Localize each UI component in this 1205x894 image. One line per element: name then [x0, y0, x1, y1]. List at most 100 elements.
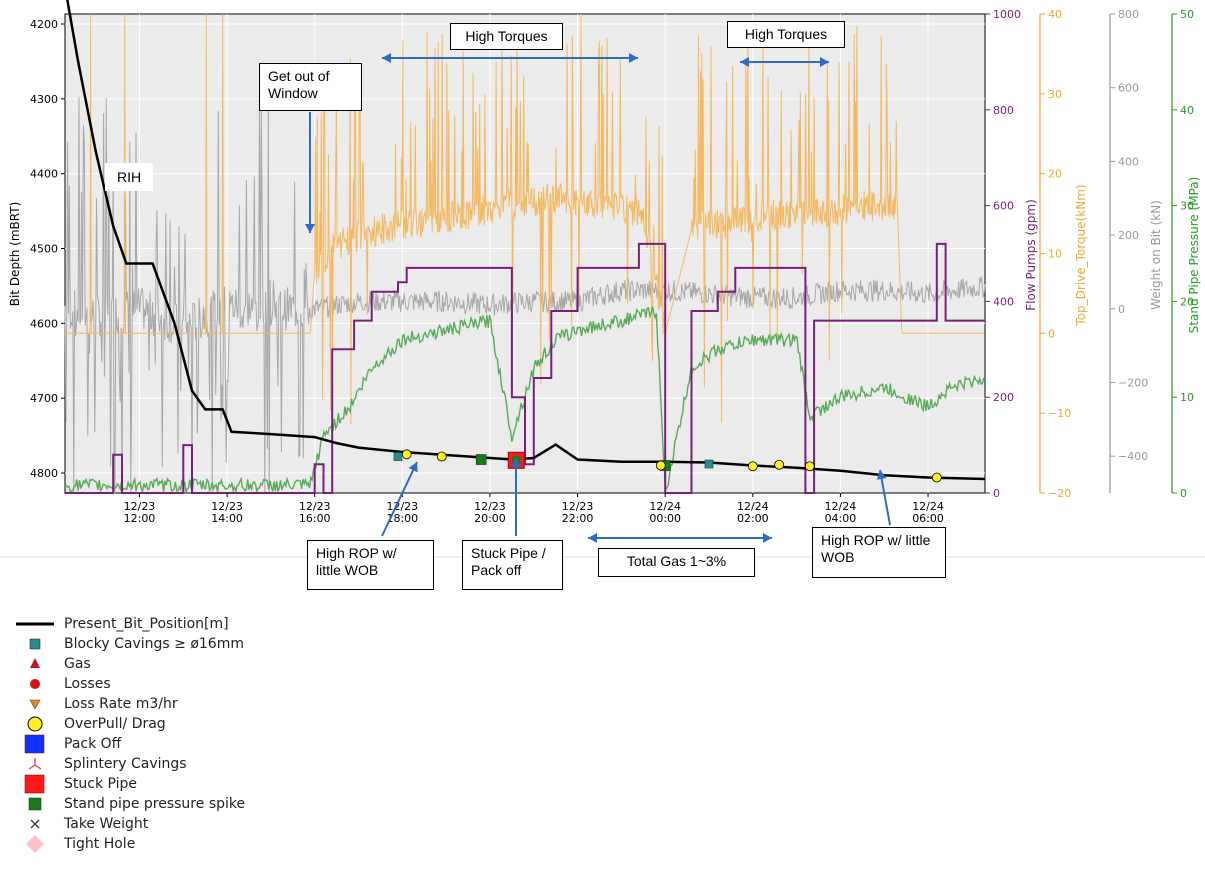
- spp-axis-tick-label: 0: [1180, 487, 1187, 500]
- wob-axis-tick-label: −200: [1118, 376, 1148, 389]
- legend-symbol: [16, 622, 54, 626]
- x-tick-label: 18:00: [386, 512, 418, 525]
- marker-overpull: [774, 459, 784, 470]
- legend-label: Loss Rate m3/hr: [64, 696, 178, 712]
- torque-axis-label: Top_Drive_Torque(kNm): [1074, 184, 1088, 326]
- flow-axis-tick-label: 800: [993, 104, 1014, 117]
- wob-axis-tick-label: −400: [1118, 450, 1148, 463]
- torque-axis-tick-label: 20: [1048, 168, 1062, 181]
- legend-symbol: [30, 679, 40, 689]
- arrow-rop-2-head: [876, 470, 887, 480]
- y-tick-label: 4300: [30, 93, 58, 106]
- annotation-high-torques-1: High Torques: [450, 23, 563, 50]
- annotation-rih: RIH: [105, 163, 154, 191]
- arrow-stuck-head: [511, 458, 521, 467]
- legend-item: Take Weight: [14, 814, 245, 834]
- legend-symbol: [29, 699, 41, 710]
- legend-label: Losses: [64, 676, 111, 692]
- marker-overpull: [401, 449, 412, 460]
- y-tick-label: 4500: [30, 243, 58, 256]
- y-axis-label-bit-depth: Bit Depth (mBRT): [8, 202, 22, 307]
- x-tick-label: 16:00: [299, 512, 331, 525]
- annotation-rop-1: High ROP w/ little WOB: [307, 540, 434, 590]
- legend-symbol: [29, 638, 41, 650]
- torque-axis-tick-label: 0: [1048, 327, 1055, 340]
- x-tick-label: 12/24: [649, 500, 681, 513]
- legend-item: Gas: [14, 654, 245, 674]
- annotation-high-torques-2: High Torques: [727, 21, 845, 48]
- wob-axis-tick-label: 200: [1118, 229, 1139, 242]
- arrow-high-torques-1-head: [382, 53, 391, 63]
- wob-axis-tick-label: 0: [1118, 303, 1125, 316]
- torque-axis-tick-label: −10: [1048, 407, 1071, 420]
- y-tick-label: 4200: [30, 18, 58, 31]
- x-tick-label: 12:00: [124, 512, 156, 525]
- legend-label: Stuck Pipe: [64, 776, 138, 792]
- legend-label: Pack Off: [64, 736, 122, 752]
- spp-axis-label: Stand Pipe Pressure (MPa): [1187, 177, 1201, 334]
- legend-symbol: [30, 819, 40, 829]
- spp-axis-tick-label: 20: [1180, 295, 1194, 308]
- wob-axis-tick-label: 600: [1118, 82, 1139, 95]
- flow-axis-tick-label: 0: [993, 487, 1000, 500]
- x-tick-label: 02:00: [737, 512, 769, 525]
- x-tick-label: 14:00: [211, 512, 243, 525]
- legend-label: Stand pipe pressure spike: [64, 796, 246, 812]
- wob-axis-label: Weight on Bit (kN): [1149, 200, 1163, 310]
- legend-symbol: [28, 797, 42, 811]
- arrow-gas-head: [588, 533, 597, 543]
- torque-axis-tick-label: 30: [1048, 88, 1062, 101]
- legend-label: OverPull/ Drag: [64, 716, 166, 732]
- marker-spp-spike: [475, 454, 487, 465]
- torque-axis-tick-label: 10: [1048, 248, 1062, 261]
- marker-overpull: [747, 461, 758, 472]
- spp-axis-tick-label: 30: [1180, 200, 1194, 213]
- legend: Present_Bit_Position[m] Blocky Cavings ≥ …: [14, 614, 245, 854]
- wob-axis-tick-label: 400: [1118, 155, 1139, 168]
- y-tick-label: 4600: [30, 317, 58, 330]
- legend-label: Blocky Cavings ≥ ø16mm: [64, 636, 244, 652]
- arrow-rop-1-head: [408, 462, 418, 473]
- flow-axis-tick-label: 600: [993, 200, 1014, 213]
- x-tick-label: 12/24: [737, 500, 769, 513]
- arrow-window-head: [305, 224, 315, 233]
- series-weight-on-bit: [64, 88, 986, 494]
- arrow-gas-head: [763, 533, 772, 543]
- legend-symbol: [24, 734, 45, 754]
- legend-item: Present_Bit_Position[m]: [14, 614, 245, 634]
- arrow-rop-2: [879, 469, 891, 526]
- x-tick-label: 04:00: [825, 512, 857, 525]
- legend-label: Present_Bit_Position[m]: [64, 616, 229, 632]
- legend-item: OverPull/ Drag: [14, 714, 245, 734]
- legend-item: Losses: [14, 674, 245, 694]
- marker-overpull: [931, 472, 942, 483]
- arrow-rop-1: [381, 461, 418, 537]
- annotation-window: Get out of Window: [259, 63, 362, 111]
- series-top-drive-torque: [65, 13, 985, 425]
- x-tick-label: 00:00: [649, 512, 681, 525]
- legend-symbol: [26, 835, 44, 853]
- flow-axis-tick-label: 1000: [993, 8, 1021, 21]
- legend-label: Gas: [64, 656, 91, 672]
- legend-symbol: [28, 758, 42, 770]
- legend-item: Loss Rate m3/hr: [14, 694, 245, 714]
- legend-item: Pack Off: [14, 734, 245, 754]
- marker-overpull: [436, 451, 447, 462]
- legend-item: Tight Hole: [14, 834, 245, 854]
- x-tick-label: 12/24: [912, 500, 944, 513]
- x-tick-label: 12/23: [124, 500, 156, 513]
- arrow-high-torques-2-head: [820, 57, 829, 67]
- legend-symbol: [30, 658, 40, 668]
- legend-symbol: [24, 774, 45, 794]
- legend-label: Take Weight: [64, 816, 149, 832]
- y-tick-label: 4400: [30, 168, 58, 181]
- legend-symbol: [27, 716, 43, 732]
- annotation-gas: Total Gas 1~3%: [598, 548, 755, 577]
- legend-label: Splintery Cavings: [64, 756, 187, 772]
- y-tick-label: 4800: [30, 467, 58, 480]
- marker-overpull: [804, 461, 815, 472]
- spp-axis-tick-label: 50: [1180, 8, 1194, 21]
- wob-axis-tick-label: 800: [1118, 8, 1139, 21]
- flow-axis-label: Flow Pumps (gpm): [1024, 199, 1038, 311]
- marker-blocky-cavings: [704, 459, 714, 469]
